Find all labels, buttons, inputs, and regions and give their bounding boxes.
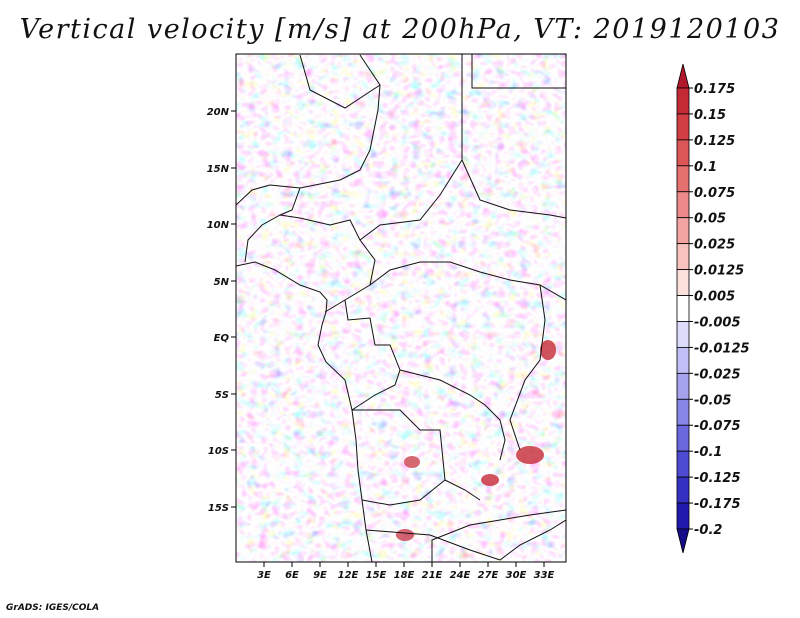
colorbar-label: 0.175: [694, 82, 735, 97]
colorbar-segment: [676, 424, 690, 452]
lat-axis: [231, 110, 236, 508]
map-title: Vertical velocity [m/s] at 200hPa, VT: 2…: [19, 14, 781, 45]
colorbar-label: 0.1: [694, 160, 717, 175]
country-borders: [236, 54, 566, 562]
colorbar-segment: [676, 372, 690, 400]
grads-credit: GrADS: IGES/COLA: [6, 603, 100, 613]
lat-label-5N: 5N: [214, 277, 230, 288]
colorbar-segment: [676, 321, 690, 348]
colorbar-segment: [676, 398, 690, 426]
colorbar-segment: [676, 476, 690, 504]
colorbar-segment: [676, 450, 690, 478]
lon-label-24E: 24E: [450, 570, 471, 581]
lon-label-6E: 6E: [285, 570, 299, 581]
colorbar-label: -0.025: [694, 367, 741, 382]
colorbar-segment: [676, 347, 690, 374]
colorbar-label: 0.025: [694, 238, 735, 253]
colorbar-segment: [676, 243, 690, 270]
colorbar: [676, 63, 693, 554]
colorbar-segment: [676, 87, 690, 115]
colorbar-label: -0.175: [694, 497, 741, 512]
vertical-velocity-field: [236, 54, 566, 562]
colorbar-label: -0.05: [694, 393, 731, 408]
lat-label-10N: 10N: [207, 220, 230, 231]
colorbar-label: -0.125: [694, 471, 741, 486]
colorbar-segment: [676, 165, 690, 193]
colorbar-segment: [676, 295, 690, 322]
colorbar-segment: [676, 528, 690, 554]
lat-label-15N: 15N: [207, 164, 230, 175]
lon-label-3E: 3E: [257, 570, 271, 581]
colorbar-label: -0.075: [694, 419, 741, 434]
colorbar-label: -0.0125: [694, 341, 750, 356]
lat-label-15S: 15S: [208, 503, 229, 514]
colorbar-label: 0.05: [694, 212, 726, 227]
lon-label-27E: 27E: [478, 570, 499, 581]
colorbar-label: 0.15: [694, 108, 726, 123]
colorbar-label: 0.0125: [694, 264, 744, 279]
lon-label-12E: 12E: [338, 570, 359, 581]
colorbar-label: -0.2: [694, 523, 722, 538]
colorbar-label: 0.005: [694, 290, 735, 305]
lat-label-EQ: EQ: [214, 333, 230, 344]
colorbar-segment: [676, 191, 690, 219]
colorbar-segment: [676, 63, 690, 89]
colorbar-labels: 0.175 0.15 0.125 0.1 0.075 0.05 0.025 0.0125 0.0…: [694, 82, 750, 538]
colorbar-label: -0.005: [694, 315, 741, 330]
lon-label-15E: 15E: [366, 570, 387, 581]
colorbar-label: 0.075: [694, 186, 735, 201]
colorbar-segment: [676, 217, 690, 245]
lat-label-20N: 20N: [207, 107, 230, 118]
colorbar-segment: [676, 113, 690, 141]
lon-axis: [263, 562, 545, 567]
lon-label-33E: 33E: [534, 570, 555, 581]
lon-label-9E: 9E: [313, 570, 327, 581]
colorbar-label: 0.125: [694, 134, 735, 149]
lon-label-21E: 21E: [422, 570, 443, 581]
lon-label-18E: 18E: [394, 570, 415, 581]
colorbar-segment: [676, 502, 690, 530]
colorbar-segment: [676, 139, 690, 167]
lat-label-10S: 10S: [208, 446, 229, 457]
lon-label-30E: 30E: [506, 570, 527, 581]
colorbar-segment: [676, 269, 690, 296]
lat-label-5S: 5S: [215, 390, 229, 401]
colorbar-label: -0.1: [694, 445, 722, 460]
map-frame: [235, 53, 567, 563]
